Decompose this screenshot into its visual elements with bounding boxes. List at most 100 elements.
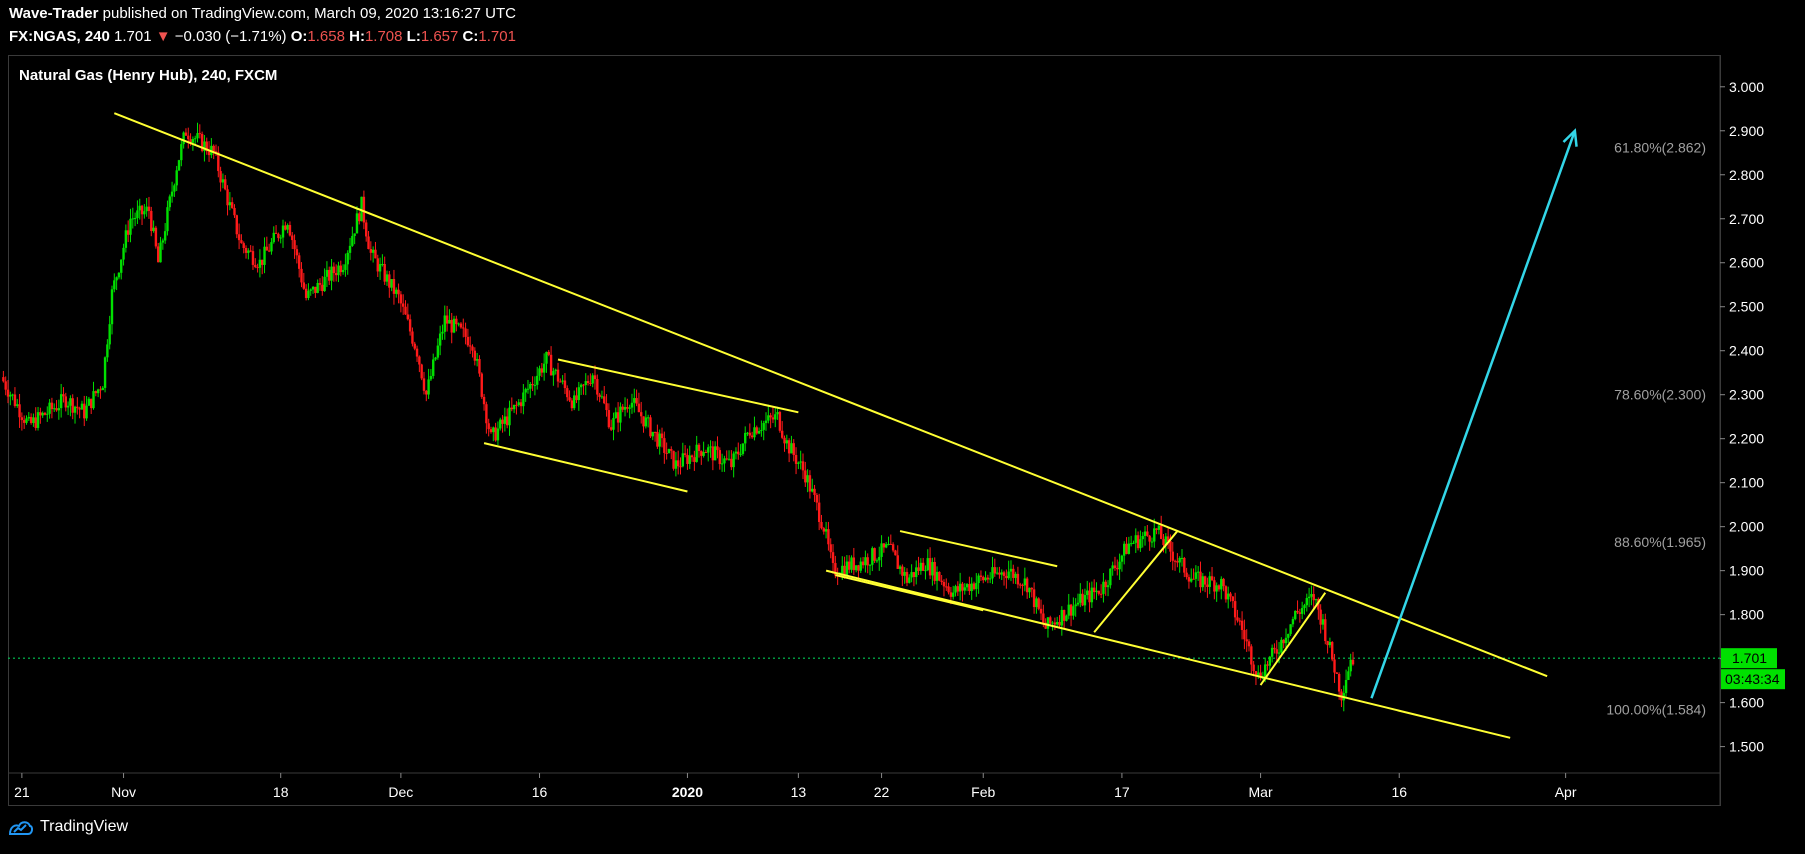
candle-up [845,561,849,576]
candle-down [1162,538,1165,545]
candle-down [531,384,534,386]
candle-up [110,289,114,325]
candle-down [369,249,373,253]
footer[interactable]: TradingView [8,818,128,836]
candle-down [813,488,816,495]
candle-down [940,580,943,583]
candle-down [716,446,719,451]
candle-up [871,548,874,565]
candle-up [741,443,745,454]
candle-down [22,420,26,423]
candle-up [1178,558,1181,563]
main-upper-trendline[interactable] [113,112,1548,678]
candle-up [309,289,312,291]
candle-down [1213,580,1216,592]
candle-down [1298,612,1302,614]
candle-down [212,145,215,152]
candle-up [475,359,479,361]
candle-up [797,462,800,464]
candle-down [547,351,550,355]
channel1-upper[interactable] [557,358,799,414]
candle-up [113,280,116,290]
candle-up [129,218,132,235]
candle-up [707,447,710,453]
candle-down [505,416,509,426]
candle-down [1012,568,1015,578]
open-value: 1.658 [307,28,345,45]
candle-up [524,389,527,393]
candle-up [868,564,872,566]
candle-down [961,583,964,591]
candle-up [344,264,347,270]
candle-up [193,138,197,140]
high-label: H: [349,28,365,45]
wave-up-2[interactable] [1259,592,1327,686]
candle-up [727,458,731,460]
candle-up [1143,531,1147,537]
projection-arrow-head-icon[interactable] [1562,128,1578,147]
candle-up [1023,578,1027,586]
channel1-lower[interactable] [483,442,688,493]
channel2-upper[interactable] [899,530,1058,568]
candle-down [1166,536,1170,542]
candle-down [582,384,585,386]
candle-down [891,544,895,551]
publish-info: Wave-Trader published on TradingView.com… [9,5,516,22]
y-tick-label: 2.900 [1729,123,1764,139]
candle-down [598,394,601,397]
publisher-name[interactable]: Wave-Trader [9,5,99,22]
candle-up [443,315,446,332]
candle-up [48,402,51,414]
candle-down [235,215,238,235]
candle-down [1021,584,1024,586]
candle-up [175,170,178,186]
candle-down [267,250,271,252]
candle-up [1141,536,1144,540]
candle-down [1002,572,1006,576]
candle-down [471,346,474,351]
candle-down [469,345,472,347]
candle-down [249,250,252,252]
candle-up [1328,642,1332,646]
open-label: O: [290,28,308,45]
wave-up-1[interactable] [1093,530,1179,633]
candle-up [702,452,705,456]
candle-up [1284,637,1288,644]
candle-up [1009,568,1013,572]
candle-up [272,232,275,243]
projection-arrow-line[interactable] [1370,130,1577,699]
candle-up [760,429,763,431]
candle-up [57,408,61,411]
candle-down [575,395,578,401]
candle-up [824,529,828,532]
candle-down [834,563,837,576]
candle-up [1347,671,1350,680]
candle-down [425,390,428,395]
candle-down [150,210,153,232]
candle-up [880,543,883,557]
candle-up [1190,578,1193,582]
main-lower-trendline[interactable] [825,569,1511,739]
candle-up [1310,594,1313,597]
candle-up [746,432,749,434]
candle-up [887,543,890,545]
candle-up [1314,599,1318,601]
candle-down [480,373,483,397]
channel2-lower[interactable] [835,574,984,612]
candle-up [341,269,345,273]
y-tick-label: 2.000 [1729,519,1764,535]
candle-up [503,416,507,424]
candle-down [1199,571,1202,588]
candle-down [422,378,426,391]
candle-up [529,384,532,389]
candle-down [1025,578,1029,593]
brand-label[interactable]: TradingView [40,818,129,835]
candle-down [39,412,42,416]
candle-up [145,206,148,212]
x-tick-label: 17 [1114,784,1130,800]
candle-down [787,440,791,454]
candle-down [956,586,960,592]
candle-down [1148,535,1151,542]
candle-up [1257,672,1260,677]
